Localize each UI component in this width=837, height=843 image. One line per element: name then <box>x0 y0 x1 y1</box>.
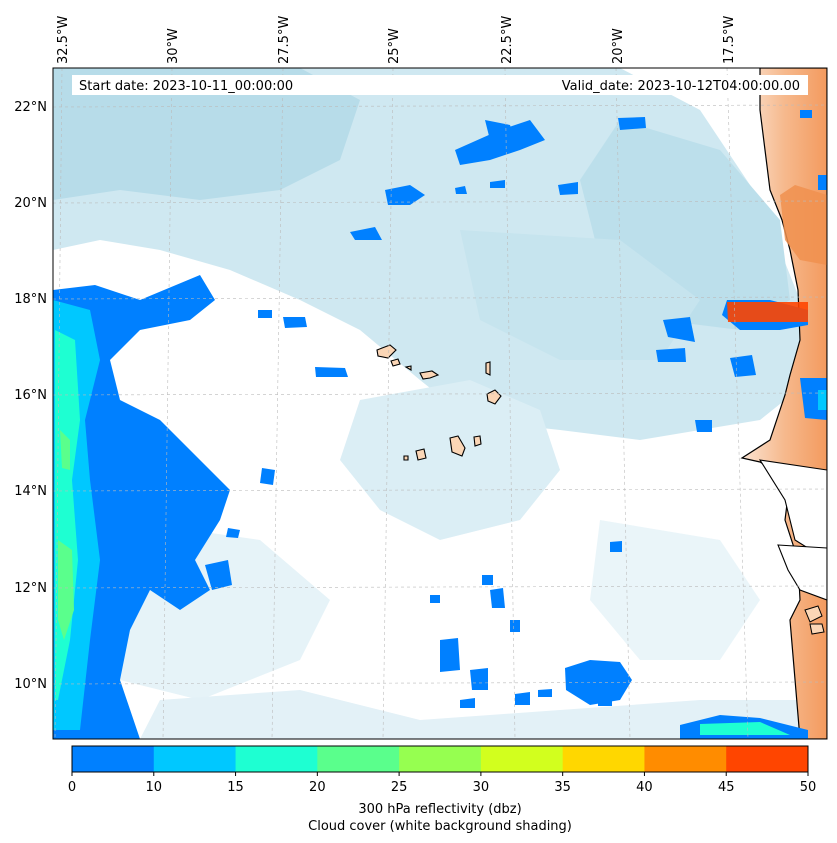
map-frame <box>52 67 828 740</box>
lon-tick-label: 30°W <box>166 28 181 64</box>
colorbar-segment <box>562 746 645 772</box>
colorbar-tick-label: 35 <box>554 780 571 795</box>
colorbar-title: 300 hPa reflectivity (dbz) <box>358 802 521 817</box>
lat-tick-label: 22°N <box>14 100 47 115</box>
reflectivity-contours <box>53 110 827 739</box>
colorbar-tick-label: 45 <box>718 780 735 795</box>
lat-tick-label: 18°N <box>14 292 47 307</box>
lat-tick-label: 14°N <box>14 484 47 499</box>
colorbar-subtitle: Cloud cover (white background shading) <box>308 819 572 834</box>
colorbar-segment <box>153 746 237 772</box>
map-area <box>53 68 827 739</box>
colorbar-frame <box>71 745 809 773</box>
longitude-ticks: 32.5°W 30°W 27.5°W 25°W 22.5°W 20°W 17.5… <box>56 16 737 64</box>
colorbar-tick-label: 30 <box>473 780 490 795</box>
latitude-ticks: 22°N 20°N 18°N 16°N 14°N 12°N 10°N <box>14 100 47 692</box>
cape-verde-islands <box>376 344 825 635</box>
lat-tick-label: 12°N <box>14 581 47 596</box>
date-info-bar: Start date: 2023-10-11_00:00:00 Valid_da… <box>72 75 808 95</box>
lon-tick-label: 32.5°W <box>56 16 71 64</box>
colorbar-segment <box>399 746 482 772</box>
colorbar-segment <box>644 746 727 772</box>
colorbar-tick-label: 15 <box>227 780 244 795</box>
valid-date-label: Valid_date: 2023-10-12T04:00:00.00 <box>562 79 800 94</box>
colorbar-tick-label: 40 <box>636 780 653 795</box>
start-date-label: Start date: 2023-10-11_00:00:00 <box>79 79 293 94</box>
lat-tick-label: 20°N <box>14 196 47 211</box>
lon-tick-label: 25°W <box>387 28 402 64</box>
colorbar-tick-label: 25 <box>391 780 408 795</box>
lat-tick-label: 10°N <box>14 677 47 692</box>
colorbar-tick-label: 20 <box>309 780 326 795</box>
lon-tick-label: 20°W <box>611 28 626 64</box>
colorbar-segment <box>317 746 400 772</box>
colorbar-segment <box>235 746 318 772</box>
lon-tick-label: 22.5°W <box>500 16 515 64</box>
colorbar-segment <box>726 746 809 772</box>
colorbar-tick-label: 10 <box>146 780 163 795</box>
colorbar-segment <box>480 746 564 772</box>
gridlines <box>53 68 827 739</box>
lat-tick-label: 16°N <box>14 388 47 403</box>
lon-tick-label: 17.5°W <box>722 16 737 64</box>
colorbar-tick-label: 0 <box>68 780 76 795</box>
colorbar-segment <box>72 746 155 772</box>
cloud-cover-shading <box>53 68 827 739</box>
colorbar-tick-label: 50 <box>800 780 817 795</box>
lon-tick-label: 27.5°W <box>277 16 292 64</box>
colorbar: 0 10 15 20 25 30 35 40 45 50 <box>68 745 817 795</box>
africa-land <box>740 68 827 739</box>
